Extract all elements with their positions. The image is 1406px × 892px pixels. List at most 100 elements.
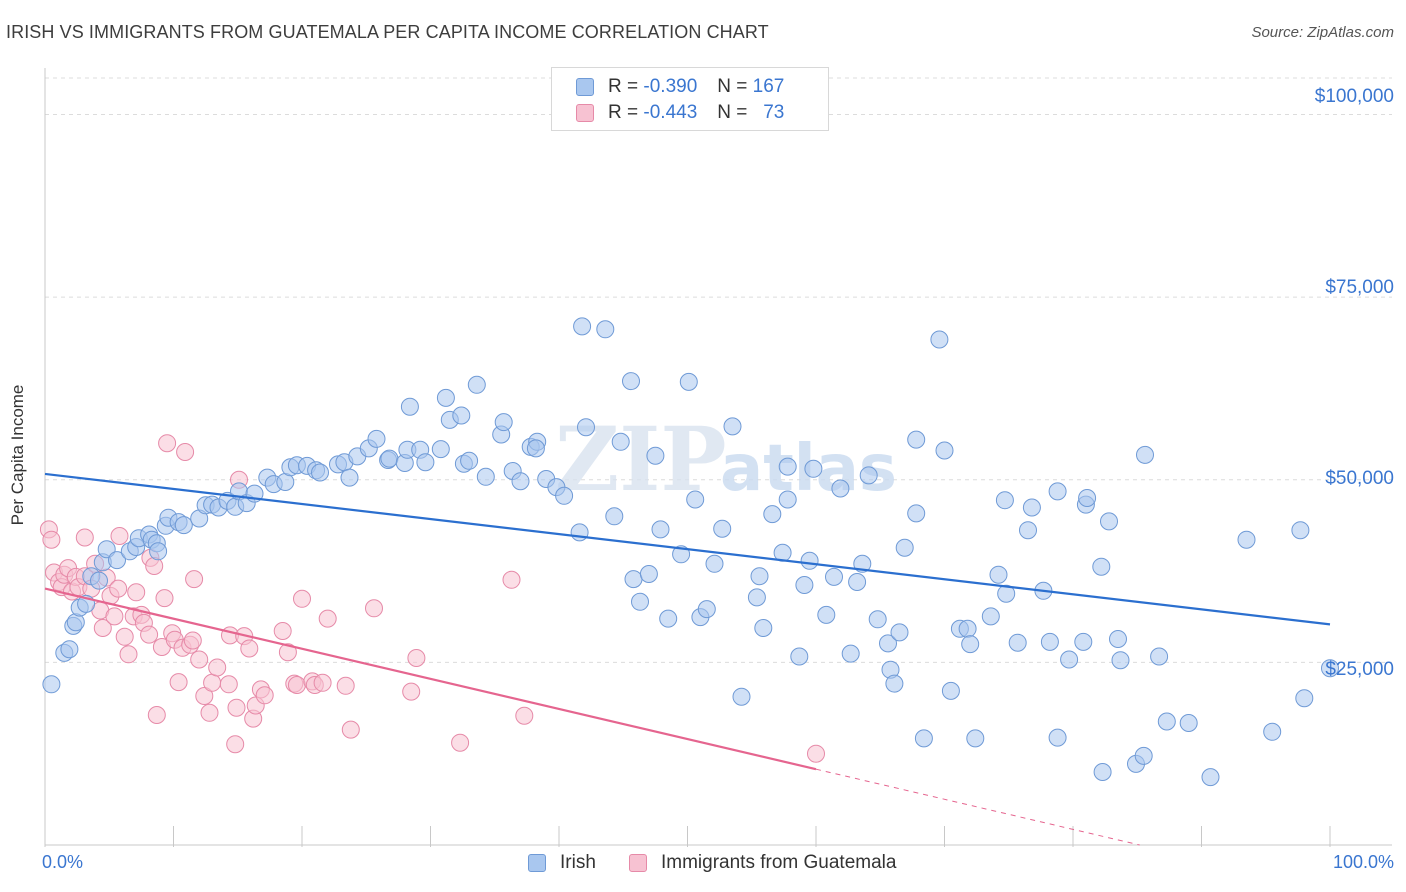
irish-point xyxy=(452,406,471,425)
irish-point xyxy=(859,466,878,485)
irish-point xyxy=(494,413,513,432)
irish-point xyxy=(174,516,193,535)
irish-point xyxy=(1048,728,1067,747)
guatemala-point xyxy=(293,589,311,608)
irish-point xyxy=(573,317,592,336)
irish-point xyxy=(754,619,773,637)
irish-point xyxy=(646,446,665,465)
irish-point xyxy=(1179,714,1198,732)
guatemala-point xyxy=(240,639,259,658)
guatemala-point xyxy=(110,527,129,545)
irish-point xyxy=(622,372,640,391)
irish-point xyxy=(672,545,691,564)
irish-point xyxy=(778,457,797,476)
irish-points xyxy=(42,317,1339,787)
irish-point xyxy=(879,634,897,653)
trend-lines xyxy=(44,472,1331,846)
guatemala-point xyxy=(451,733,470,752)
guatemala-point xyxy=(93,619,112,637)
legend-item-irish[interactable]: Irish xyxy=(528,852,596,874)
irish-point xyxy=(1019,521,1037,540)
irish-point xyxy=(989,565,1008,584)
guatemala-point xyxy=(336,676,355,695)
guatemala-point xyxy=(127,583,146,602)
guatemala-point xyxy=(185,570,204,589)
irish-point xyxy=(659,609,678,628)
irish-point xyxy=(555,486,574,505)
irish-point xyxy=(997,584,1016,603)
guatemala-point xyxy=(278,643,297,662)
guatemala-point xyxy=(105,607,124,626)
irish-point xyxy=(1291,521,1310,540)
irish-point xyxy=(511,472,530,491)
irish-point xyxy=(1111,651,1130,670)
irish-point xyxy=(961,635,980,654)
legend-row-irish: R = -0.390 N = 167 xyxy=(576,75,784,99)
irish-point xyxy=(723,417,742,436)
irish-point xyxy=(1078,489,1097,507)
irish-point xyxy=(596,320,615,339)
guatemala-point xyxy=(313,673,332,692)
irish-point xyxy=(400,397,419,416)
n-value: 73 xyxy=(763,102,785,123)
irish-point xyxy=(1157,712,1176,731)
irish-point xyxy=(790,647,809,666)
irish-point xyxy=(958,619,977,638)
irish-point xyxy=(1074,632,1093,651)
irish-point xyxy=(311,463,329,482)
series-legend: Irish Immigrants from Guatemala xyxy=(0,852,1406,878)
irish-point xyxy=(1008,633,1027,652)
x-tick-label-max: 100.0% xyxy=(1332,852,1394,872)
irish-point xyxy=(966,729,985,748)
irish-point xyxy=(697,600,716,619)
legend-item-guatemala[interactable]: Immigrants from Guatemala xyxy=(629,852,896,874)
irish-point xyxy=(42,675,61,694)
guatemala-swatch xyxy=(629,854,647,872)
irish-point xyxy=(460,451,479,470)
guatemala-point xyxy=(515,706,534,725)
irish-point xyxy=(416,453,435,472)
guatemala-point xyxy=(318,609,337,628)
irish-point xyxy=(624,570,643,589)
irish-point xyxy=(713,519,732,538)
irish-point xyxy=(795,576,814,594)
guatemala-trend-line xyxy=(44,587,817,771)
irish-point xyxy=(108,551,126,570)
irish-point xyxy=(825,567,843,586)
irish-point xyxy=(340,468,359,487)
source-label: Source: ZipAtlas.com xyxy=(1251,24,1394,41)
irish-point xyxy=(526,439,545,458)
guatemala-point xyxy=(190,650,209,669)
y-tick-label: $25,000 xyxy=(1325,659,1394,680)
guatemala-point xyxy=(195,687,214,705)
guatemala-point xyxy=(407,649,426,667)
irish-point xyxy=(914,729,933,748)
irish-point xyxy=(436,388,455,407)
irish-point xyxy=(1136,445,1154,464)
guatemala-point xyxy=(158,434,177,453)
irish-point xyxy=(705,554,724,573)
gridlines xyxy=(45,77,1392,663)
irish-point xyxy=(1201,768,1220,787)
irish-point xyxy=(467,375,486,394)
irish-point xyxy=(804,459,823,478)
guatemala-point xyxy=(255,686,274,705)
irish-point xyxy=(763,505,782,524)
irish-point xyxy=(1263,722,1282,741)
irish-point xyxy=(941,681,960,700)
guatemala-point xyxy=(147,706,166,724)
y-axis-label: Per Capita Income xyxy=(8,384,27,526)
guatemala-point xyxy=(402,682,421,701)
r-label: R = xyxy=(608,76,639,97)
irish-point xyxy=(930,330,949,349)
irish-point xyxy=(817,605,836,624)
legend-label-guatemala: Immigrants from Guatemala xyxy=(661,852,897,873)
irish-point xyxy=(841,644,860,663)
guatemala-point xyxy=(200,703,219,722)
irish-point xyxy=(1040,632,1059,651)
irish-point xyxy=(895,538,914,557)
irish-point xyxy=(380,449,399,468)
irish-point xyxy=(1022,498,1041,517)
irish-point xyxy=(570,523,589,542)
irish-trend-line xyxy=(44,472,1331,626)
